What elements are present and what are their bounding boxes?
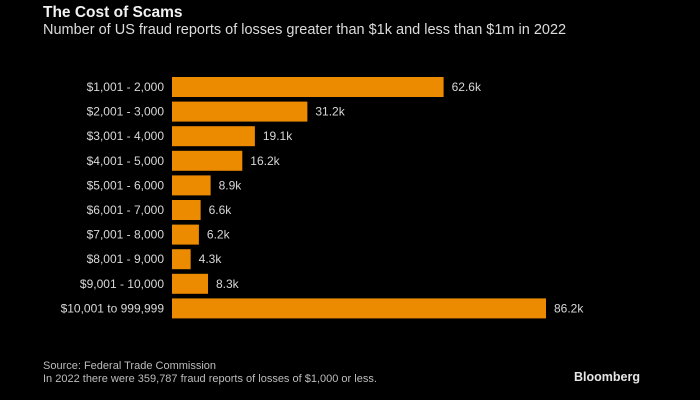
value-label: 4.3k [199, 252, 223, 266]
chart-subtitle: Number of US fraud reports of losses gre… [43, 22, 567, 38]
value-label: 8.9k [219, 178, 243, 192]
category-label: $6,001 - 7,000 [87, 203, 165, 217]
category-label: $1,001 - 2,000 [87, 80, 165, 94]
category-label: $9,001 - 10,000 [80, 277, 164, 291]
bar [172, 249, 191, 270]
footer: Source: Federal Trade Commission In 2022… [43, 360, 377, 386]
category-label: $10,001 to 999,999 [61, 301, 165, 315]
category-label: $4,001 - 5,000 [87, 154, 165, 168]
bar [172, 273, 209, 294]
bar [172, 77, 444, 97]
value-label: 8.3k [216, 277, 240, 291]
category-label: $3,001 - 4,000 [87, 129, 165, 143]
category-label: $5,001 - 6,000 [87, 178, 165, 192]
value-label: 86.2k [554, 301, 584, 315]
bar [172, 101, 308, 122]
bar [172, 150, 243, 171]
value-label: 6.2k [207, 228, 231, 242]
bar [172, 126, 255, 147]
bar [172, 224, 199, 245]
value-label: 6.6k [209, 203, 233, 217]
value-label: 19.1k [263, 129, 293, 143]
chart-title: The Cost of Scams [43, 4, 183, 21]
category-label: $7,001 - 8,000 [87, 228, 165, 242]
category-label: $8,001 - 9,000 [87, 252, 165, 266]
bloomberg-logo: Bloomberg [574, 370, 640, 384]
value-label: 31.2k [315, 105, 345, 119]
value-label: 62.6k [452, 80, 482, 94]
bar [172, 298, 546, 319]
category-label: $2,001 - 3,000 [87, 105, 165, 119]
footnote: In 2022 there were 359,787 fraud reports… [43, 373, 377, 385]
source-note: Source: Federal Trade Commission [43, 360, 217, 372]
bar [172, 175, 211, 196]
bar [172, 200, 201, 220]
value-label: 16.2k [250, 154, 280, 168]
